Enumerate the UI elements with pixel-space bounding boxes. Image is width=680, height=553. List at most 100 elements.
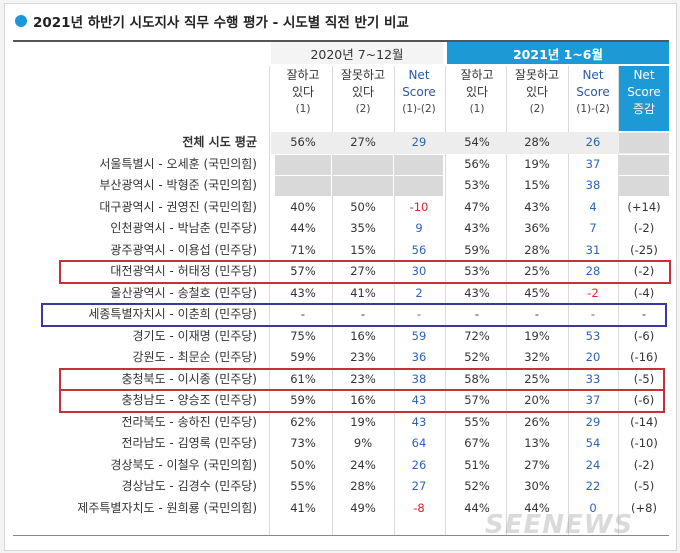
cell-g20: 56%	[290, 135, 316, 149]
table-row: 세종특별자치시 - 이춘희 (민주당) - - - - - - -	[13, 304, 669, 326]
watermark: SEENEWS	[485, 510, 634, 540]
cell-n21: 37	[585, 393, 601, 407]
cell-b20: 15%	[350, 242, 376, 257]
row-label: 광주광역시 - 이용섭 (민주당)	[110, 242, 257, 257]
cell-g20: 50%	[290, 457, 316, 472]
row-label: 전체 시도 평균	[182, 135, 257, 149]
table-row: 울산광역시 - 송철호 (민주당) 43% 41% 2 43% 45% -2 (-4)	[13, 283, 669, 305]
cell-chg: (-5)	[633, 479, 655, 493]
cell-chg: (+14)	[627, 199, 661, 214]
column-divider	[394, 66, 395, 536]
cell-b21: 27%	[524, 457, 550, 472]
header-bad-2021: 잘못하고 있다 (2)	[514, 68, 560, 115]
cell-n20: 59	[411, 328, 427, 343]
row-label: 경상남도 - 김경수 (민주당)	[121, 479, 257, 493]
cell-b20: 28%	[350, 479, 376, 493]
cell-n21: 20	[585, 350, 601, 364]
cell-n21: 28	[585, 264, 601, 278]
cell-b20: 9%	[353, 436, 373, 450]
cell-n20: -10	[409, 199, 429, 214]
table-row: 광주광역시 - 이용섭 (민주당) 71% 15% 56 59% 28% 31 (-25)	[13, 240, 669, 262]
cell-b20: 35%	[350, 221, 376, 235]
cell-chg: (-6)	[633, 393, 655, 407]
cell-n21: 0	[589, 500, 597, 515]
cell-n20: 38	[411, 371, 427, 386]
cell-b21: 19%	[524, 328, 550, 343]
cell-g20: 43%	[290, 285, 316, 300]
row-label: 대구광역시 - 권영진 (국민의힘)	[99, 199, 257, 214]
cell-chg: (-14)	[630, 414, 658, 429]
cell-n21: 29	[585, 414, 601, 429]
cell-b21: 13%	[524, 436, 550, 450]
row-label: 충청북도 - 이시종 (민주당)	[121, 371, 257, 386]
column-divider	[332, 66, 333, 536]
cell-b21: 26%	[524, 414, 550, 429]
cell-g21: 54%	[464, 135, 490, 149]
cell-b20: 16%	[350, 328, 376, 343]
cell-n21: 37	[585, 156, 601, 171]
cell-n20: -8	[413, 500, 425, 515]
cell-g20: 75%	[290, 328, 316, 343]
row-label: 부산광역시 - 박형준 (국민의힘)	[99, 178, 257, 192]
cell-g20: 41%	[290, 500, 316, 515]
cell-n20: 56	[411, 242, 427, 257]
report-title: 2021년 하반기 시도지사 직무 수행 평가 - 시도별 직전 반기 비교	[15, 10, 409, 32]
row-label: 인천광역시 - 박남춘 (민주당)	[110, 221, 257, 235]
empty-cell	[275, 176, 331, 196]
cell-g20: 62%	[290, 414, 316, 429]
row-label: 대전광역시 - 허태정 (민주당)	[110, 264, 257, 278]
table-row: 대전광역시 - 허태정 (민주당) 57% 27% 30 53% 25% 28 (-2)	[13, 261, 669, 283]
cell-b20: -	[360, 307, 366, 321]
cell-n20: 43	[411, 393, 427, 407]
cell-b21: 15%	[524, 178, 550, 192]
cell-n20: 26	[411, 457, 427, 472]
cell-chg: (-16)	[630, 350, 658, 364]
cell-n21: 53	[585, 328, 601, 343]
cell-g20: 55%	[290, 479, 316, 493]
table-row: 경기도 - 이재명 (민주당) 75% 16% 59 72% 19% 53 (-6)	[13, 326, 669, 348]
cell-b21: 43%	[524, 199, 550, 214]
table-row: 전라남도 - 김영록 (민주당) 73% 9% 64 67% 13% 54 (-10)	[13, 433, 669, 455]
cell-g21: 58%	[464, 371, 490, 386]
cell-chg: (+8)	[631, 500, 657, 515]
cell-g20: -	[300, 307, 306, 321]
red-highlight-box	[59, 367, 665, 391]
bullet-dot-icon	[15, 15, 27, 27]
empty-cell	[395, 176, 443, 196]
cell-chg: (-2)	[633, 221, 655, 235]
cell-n21: 38	[585, 178, 601, 192]
table-row: 제주특별자치도 - 원희룡 (국민의힘) 41% 49% -8 44% 44% 0 (+8)	[13, 498, 669, 520]
row-label: 경기도 - 이재명 (민주당)	[132, 328, 258, 343]
table-top-rule	[13, 40, 669, 42]
cell-g21: 43%	[464, 221, 490, 235]
cell-b20: 19%	[350, 414, 376, 429]
cell-chg: (-10)	[630, 436, 658, 450]
cell-chg: (-6)	[633, 328, 655, 343]
cell-b21: 36%	[524, 221, 550, 235]
cell-g21: 55%	[464, 414, 490, 429]
cell-b21: 25%	[524, 371, 550, 386]
cell-n21: 24	[585, 457, 601, 472]
cell-n21: 26	[585, 135, 601, 149]
row-label: 강원도 - 최문순 (민주당)	[132, 350, 258, 364]
cell-g21: -	[474, 307, 480, 321]
empty-cell	[395, 154, 443, 175]
header-bad-2020: 잘못하고 있다 (2)	[340, 68, 386, 115]
cell-n20: 30	[411, 264, 427, 278]
row-label: 전라남도 - 김영록 (민주당)	[121, 436, 257, 450]
cell-n20: 36	[411, 350, 427, 364]
cell-n21: 33	[585, 371, 601, 386]
cell-n20: 64	[411, 436, 427, 450]
report-card: 2021년 하반기 시도지사 직무 수행 평가 - 시도별 직전 반기 비교 2…	[4, 3, 677, 551]
column-divider	[269, 66, 270, 536]
cell-g20: 73%	[290, 436, 316, 450]
table-row: 충청남도 - 양승조 (민주당) 59% 16% 43 57% 20% 37 (-6)	[13, 390, 669, 412]
cell-g21: 59%	[464, 242, 490, 257]
cell-n20: 29	[411, 135, 427, 149]
cell-g21: 53%	[464, 178, 490, 192]
table-row: 인천광역시 - 박남춘 (민주당) 44% 35% 9 43% 36% 7 (-2)	[13, 218, 669, 240]
cell-n21: 54	[585, 436, 601, 450]
cell-g21: 72%	[464, 328, 490, 343]
cell-n21: -2	[587, 285, 599, 300]
column-divider	[445, 66, 446, 536]
